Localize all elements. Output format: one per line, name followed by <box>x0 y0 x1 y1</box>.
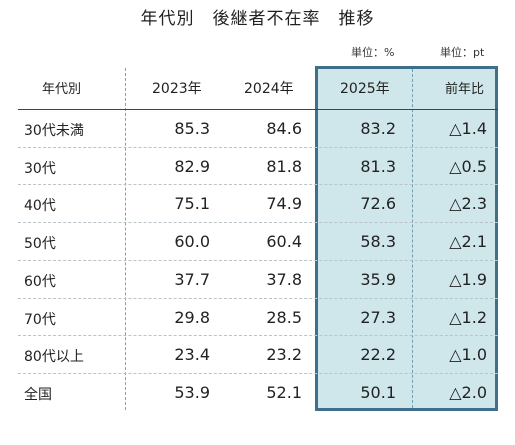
row-label: 80代以上 <box>24 349 84 366</box>
highlight-2025-block <box>315 66 498 411</box>
row-label: 50代 <box>24 236 56 253</box>
cell-2025: 27.3 <box>360 307 396 327</box>
cell-2023: 53.9 <box>174 382 210 402</box>
cell-2024: 23.2 <box>266 345 302 365</box>
cell-2023: 23.4 <box>174 345 210 365</box>
cell-2023: 75.1 <box>174 194 210 214</box>
cell-2024: 84.6 <box>266 119 302 138</box>
cell-2025: 58.3 <box>360 232 396 252</box>
row-label: 70代 <box>24 311 56 328</box>
row-divider <box>18 259 498 261</box>
row-divider <box>18 222 498 224</box>
cell-2023: 29.8 <box>174 307 210 327</box>
cell-2024: 81.8 <box>266 156 302 176</box>
cell-year-over-year: △1.0 <box>449 345 487 365</box>
cell-year-over-year: △1.2 <box>449 307 487 327</box>
cell-year-over-year: △2.1 <box>449 232 487 252</box>
table-title: 年代別 後継者不在率 推移 <box>140 9 375 29</box>
cell-2025: 81.3 <box>360 156 396 176</box>
label-column-divider <box>125 68 126 410</box>
cell-2025: 22.2 <box>360 345 396 365</box>
cell-2024: 28.5 <box>266 307 302 327</box>
highlight-divider <box>412 69 413 408</box>
header-year-2024: 2024年 <box>244 81 294 97</box>
cell-year-over-year: △0.5 <box>449 156 487 176</box>
cell-2025: 83.2 <box>360 119 396 138</box>
cell-2025: 50.1 <box>360 382 396 402</box>
cell-2024: 37.8 <box>266 269 302 289</box>
cell-year-over-year: △2.3 <box>449 194 487 214</box>
cell-2025: 35.9 <box>360 269 396 289</box>
cell-2023: 85.3 <box>174 119 210 138</box>
row-label: 30代 <box>24 160 56 177</box>
header-year-2025: 2025年 <box>340 81 390 97</box>
row-label: 全国 <box>24 386 52 403</box>
cell-2024: 74.9 <box>266 194 302 214</box>
header-year-2023: 2023年 <box>152 81 202 97</box>
row-divider <box>18 146 498 148</box>
cell-2023: 37.7 <box>174 269 210 289</box>
row-label: 30代未満 <box>24 123 84 139</box>
cell-2023: 82.9 <box>174 156 210 176</box>
cell-2024: 52.1 <box>266 382 302 402</box>
row-divider <box>18 184 498 186</box>
row-divider <box>18 372 498 374</box>
row-divider <box>18 297 498 299</box>
unit-label-points: 単位：pt <box>440 46 485 59</box>
header-rule <box>18 109 498 110</box>
cell-2023: 60.0 <box>174 232 210 252</box>
header-year-over-year: 前年比 <box>445 82 485 97</box>
row-divider <box>18 335 498 337</box>
header-age-group: 年代別 <box>42 82 82 97</box>
cell-2024: 60.4 <box>266 232 302 252</box>
cell-2025: 72.6 <box>360 194 396 214</box>
unit-label-percent: 単位：% <box>351 46 395 59</box>
row-label: 40代 <box>24 198 56 215</box>
cell-year-over-year: △2.0 <box>449 382 487 402</box>
row-label: 60代 <box>24 273 56 290</box>
cell-year-over-year: △1.9 <box>449 269 487 289</box>
cell-year-over-year: △1.4 <box>449 119 487 138</box>
